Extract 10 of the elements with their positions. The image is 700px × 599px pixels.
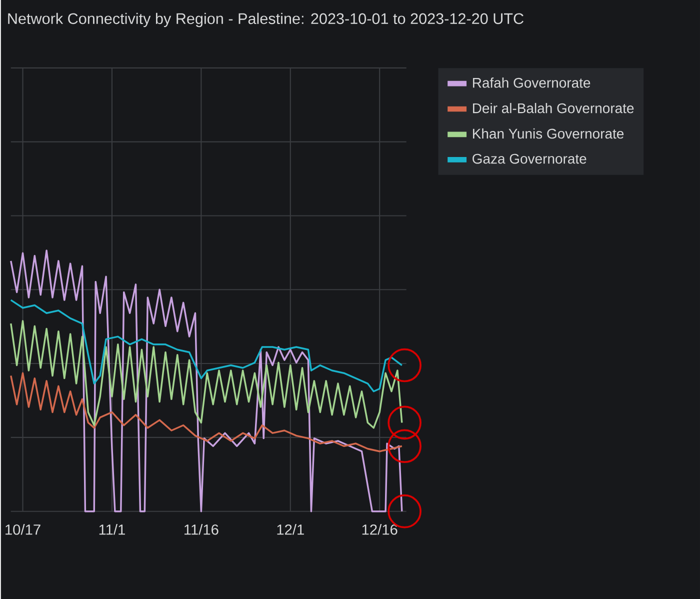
x-tick-label: 10/17 — [6, 524, 40, 535]
legend-label: Deir al-Balah Governorate — [473, 102, 634, 114]
legend-label: Rafah Governorate — [473, 77, 590, 88]
chart-title: Network Connectivity by Region - Palestine: 2023-10-01 to 2023-12-20 UTC — [8, 12, 524, 27]
x-tick-label: 12/1 — [277, 524, 304, 535]
x-tick-label: 12/16 — [362, 524, 398, 535]
legend-label: Khan Yunis Governorate — [473, 128, 624, 139]
legend-label: Gaza Governorate — [472, 154, 586, 164]
x-tick-label: 11/16 — [184, 524, 218, 535]
x-tick-label: 11/1 — [99, 524, 125, 535]
